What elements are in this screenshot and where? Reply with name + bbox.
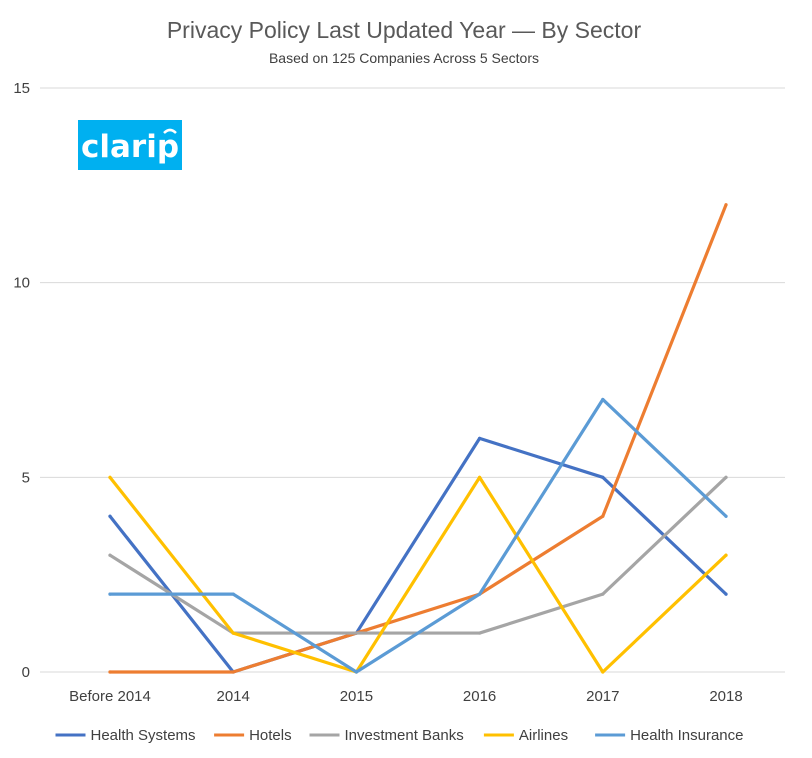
data-point <box>478 592 482 596</box>
data-point <box>724 514 728 518</box>
data-point <box>478 436 482 440</box>
legend-item: Investment Banks <box>309 727 464 744</box>
series-line-hotels <box>108 203 728 674</box>
x-tick-label: 2016 <box>463 688 496 705</box>
logo-background <box>78 120 182 170</box>
y-axis-ticks: 0 5 10 15 <box>13 80 30 681</box>
y-tick-label: 15 <box>13 80 30 97</box>
data-point <box>724 203 728 207</box>
x-tick-label: 2018 <box>709 688 742 705</box>
data-point <box>601 670 605 674</box>
legend-label: Health Insurance <box>630 727 743 744</box>
data-point <box>108 553 112 557</box>
y-tick-label: 10 <box>13 275 30 292</box>
data-point <box>601 397 605 402</box>
data-point <box>478 475 482 479</box>
series-line-investment-banks <box>108 475 728 635</box>
data-point <box>724 592 728 596</box>
legend: Health Systems Hotels Investment Banks Airl… <box>55 727 744 744</box>
legend-item: Hotels <box>214 727 292 744</box>
data-point <box>231 670 235 674</box>
x-axis-ticks: Before 2014 2014 2015 2016 2017 2018 <box>69 688 743 705</box>
data-point <box>354 631 358 635</box>
data-point <box>478 631 482 635</box>
data-point <box>108 592 112 596</box>
data-point <box>601 592 605 596</box>
clarip-logo: clarip <box>78 120 182 170</box>
legend-label: Investment Banks <box>345 727 464 744</box>
legend-item: Airlines <box>483 727 568 744</box>
gridlines <box>40 87 785 673</box>
logo-signal-arc <box>163 128 177 134</box>
series-lines <box>108 203 728 674</box>
data-point <box>354 670 358 674</box>
logo-text: clarip <box>81 129 179 165</box>
data-point <box>724 475 728 479</box>
data-point <box>724 553 728 557</box>
y-tick-label: 0 <box>22 664 30 681</box>
x-tick-label: 2014 <box>217 688 250 705</box>
data-point <box>601 514 605 518</box>
series-line-health-systems <box>108 436 728 674</box>
data-point <box>231 592 235 596</box>
data-point <box>601 475 605 479</box>
legend-item: Health Systems <box>55 727 196 744</box>
legend-item: Health Insurance <box>595 727 744 744</box>
legend-label: Hotels <box>249 727 292 744</box>
legend-label: Health Systems <box>91 727 196 744</box>
data-point <box>108 670 112 674</box>
chart-subtitle: Based on 125 Companies Across 5 Sectors <box>269 50 539 66</box>
data-point <box>231 631 235 635</box>
chart-title: Privacy Policy Last Updated Year — By Se… <box>167 17 642 43</box>
x-tick-label: 2015 <box>340 688 373 705</box>
y-tick-label: 5 <box>22 469 30 486</box>
x-tick-label: Before 2014 <box>69 688 151 705</box>
legend-label: Airlines <box>519 727 568 744</box>
series-line-airlines <box>108 475 728 674</box>
data-point <box>108 475 112 479</box>
series-line-health-insurance <box>108 397 728 674</box>
x-tick-label: 2017 <box>586 688 619 705</box>
data-point <box>108 514 112 518</box>
